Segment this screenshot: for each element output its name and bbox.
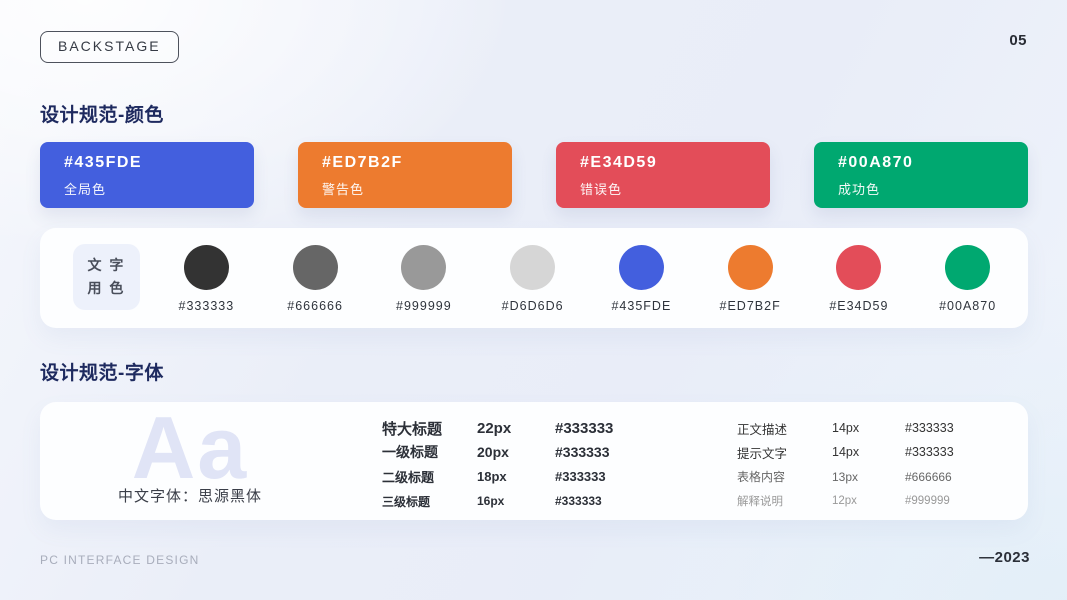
swatch-hex: #333333: [178, 299, 235, 313]
style-name: 二级标题: [382, 470, 435, 486]
footer-year: —2023: [979, 549, 1030, 566]
heading-styles-table: 特大标题 22px #333333 一级标题 20px #333333 二级标题…: [382, 416, 613, 513]
color-card-hex: #ED7B2F: [322, 154, 403, 171]
color-swatch: #435FDE: [587, 245, 696, 318]
color-card-success: #00A870 成功色: [814, 142, 1028, 208]
type-style-row: 一级标题 20px #333333: [382, 440, 613, 464]
style-name: 表格内容: [737, 470, 786, 485]
style-color: #999999: [905, 495, 950, 508]
type-style-row: 二级标题 18px #333333: [382, 465, 613, 489]
style-size: 14px: [832, 421, 860, 436]
typography-panel: Aa 中文字体：思源黑体 特大标题 22px #333333 一级标题 20px…: [40, 402, 1028, 520]
style-size: 14px: [832, 445, 860, 460]
color-swatch: #00A870: [913, 245, 1022, 318]
font-specimen: Aa 中文字体：思源黑体: [40, 402, 340, 520]
color-swatch: #E34D59: [805, 245, 914, 318]
color-swatch: #D6D6D6: [478, 245, 587, 318]
swatch-hex: #435FDE: [611, 299, 672, 313]
swatch-hex: #ED7B2F: [719, 299, 781, 313]
color-swatch: #666666: [261, 245, 370, 318]
style-name: 提示文字: [737, 446, 788, 461]
specimen-glyph: Aa: [131, 398, 249, 497]
style-name: 一级标题: [382, 444, 438, 461]
style-size: 16px: [477, 494, 505, 509]
style-size: 13px: [832, 469, 859, 484]
swatch-hex: #666666: [287, 299, 343, 313]
swatch-dot: [945, 245, 991, 290]
color-card-hex: #435FDE: [64, 154, 143, 171]
style-color: #333333: [555, 419, 614, 437]
swatch-dot: [401, 245, 447, 290]
color-swatch: #ED7B2F: [696, 245, 805, 318]
style-name: 三级标题: [382, 494, 431, 509]
style-name: 正文描述: [737, 422, 788, 437]
style-color: #333333: [555, 494, 602, 509]
color-card-label: 全局色: [64, 182, 107, 197]
color-card-primary: #435FDE 全局色: [40, 142, 254, 208]
swatch-hex: #E34D59: [829, 299, 889, 313]
color-cards-row: #435FDE 全局色 #ED7B2F 警告色 #E34D59 错误色 #00A…: [40, 142, 1028, 208]
swatch-dot: [727, 245, 773, 290]
color-card-error: #E34D59 错误色: [556, 142, 770, 208]
typography-section-title: 设计规范-字体: [40, 363, 164, 384]
style-color: #333333: [905, 421, 954, 436]
text-colors-label-line2: 用 色: [87, 280, 126, 296]
style-name: 特大标题: [382, 420, 443, 438]
color-card-hex: #00A870: [838, 154, 914, 171]
style-color: #666666: [905, 469, 952, 484]
style-size: 22px: [477, 419, 512, 437]
swatch-dot: [618, 245, 664, 290]
color-card-label: 警告色: [322, 182, 365, 197]
type-style-row: 解释说明 12px #999999: [737, 489, 954, 513]
body-styles-table: 正文描述 14px #333333 提示文字 14px #333333 表格内容…: [737, 416, 954, 513]
text-colors-label-tile: 文 字 用 色: [73, 244, 140, 310]
swatch-dot: [510, 245, 556, 290]
style-color: #333333: [555, 444, 610, 461]
color-swatch: #999999: [370, 245, 479, 318]
swatch-dot: [292, 245, 338, 290]
swatch-hex: #D6D6D6: [501, 299, 564, 313]
color-card-hex: #E34D59: [580, 154, 658, 171]
swatch-hex: #00A870: [939, 299, 997, 313]
style-size: 20px: [477, 444, 509, 461]
color-card-label: 错误色: [580, 182, 623, 197]
swatch-dot: [183, 245, 229, 290]
swatch-list: #333333 #666666 #999999 #D6D6D6 #435FDE …: [152, 245, 1022, 318]
style-color: #333333: [905, 445, 954, 460]
style-color: #333333: [555, 469, 606, 485]
text-colors-panel: 文 字 用 色 #333333 #666666 #999999 #D6D6D6: [40, 228, 1028, 328]
type-style-row: 特大标题 22px #333333: [382, 416, 613, 440]
backstage-badge: BACKSTAGE: [40, 31, 179, 63]
type-style-row: 表格内容 13px #666666: [737, 465, 954, 489]
text-colors-label-line1: 文 字: [87, 256, 126, 273]
type-style-row: 三级标题 16px #333333: [382, 489, 613, 513]
footer-caption: PC INTERFACE DESIGN: [40, 553, 200, 567]
color-swatch: #333333: [152, 245, 261, 318]
type-style-row: 提示文字 14px #333333: [737, 440, 954, 464]
swatch-dot: [836, 245, 882, 290]
style-size: 12px: [832, 495, 857, 508]
type-style-row: 正文描述 14px #333333: [737, 416, 954, 440]
specimen-font-name: 中文字体：思源黑体: [117, 488, 262, 505]
color-card-warning: #ED7B2F 警告色: [298, 142, 512, 208]
page-number: 05: [1009, 32, 1027, 49]
style-name: 解释说明: [737, 496, 783, 509]
swatch-hex: #999999: [396, 299, 452, 313]
color-card-label: 成功色: [838, 182, 881, 197]
style-size: 18px: [477, 469, 507, 485]
colors-section-title: 设计规范-颜色: [40, 105, 164, 126]
